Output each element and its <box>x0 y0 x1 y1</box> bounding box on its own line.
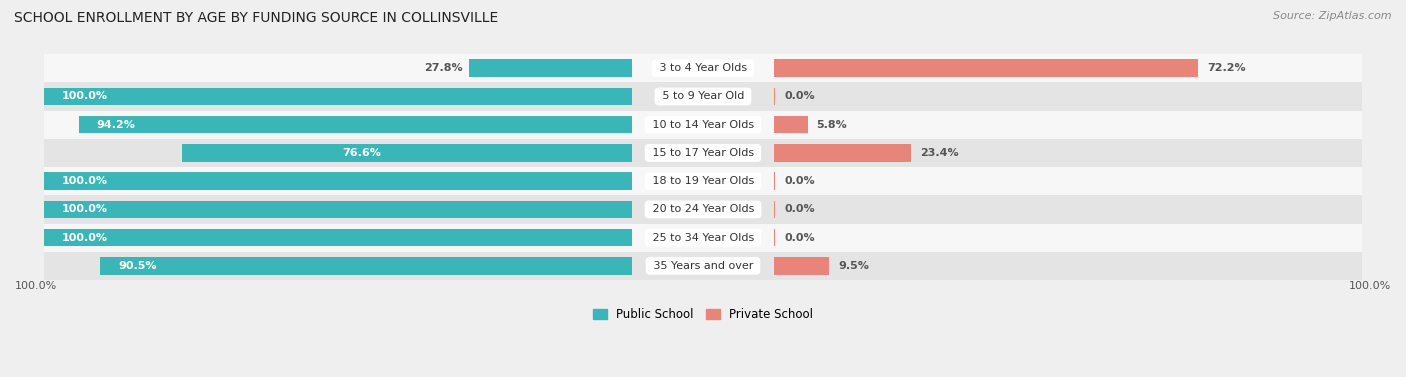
Text: 94.2%: 94.2% <box>96 120 135 130</box>
Text: 5.8%: 5.8% <box>817 120 848 130</box>
Text: 100.0%: 100.0% <box>62 204 108 215</box>
Bar <box>45 82 1361 110</box>
Text: 72.2%: 72.2% <box>1206 63 1246 73</box>
Bar <box>773 172 775 190</box>
Bar <box>45 172 633 190</box>
Bar <box>181 144 633 162</box>
Bar <box>773 88 775 105</box>
Text: 100.0%: 100.0% <box>62 92 108 101</box>
Bar <box>45 229 633 247</box>
Text: Source: ZipAtlas.com: Source: ZipAtlas.com <box>1274 11 1392 21</box>
Text: 76.6%: 76.6% <box>343 148 381 158</box>
Bar <box>45 224 1361 252</box>
Text: 10 to 14 Year Olds: 10 to 14 Year Olds <box>648 120 758 130</box>
Bar <box>45 201 633 218</box>
Bar <box>773 257 830 274</box>
Text: 27.8%: 27.8% <box>425 63 463 73</box>
Bar <box>773 144 911 162</box>
Text: 90.5%: 90.5% <box>118 261 156 271</box>
Text: 100.0%: 100.0% <box>62 233 108 243</box>
Text: 0.0%: 0.0% <box>785 92 814 101</box>
Bar <box>45 195 1361 224</box>
Text: SCHOOL ENROLLMENT BY AGE BY FUNDING SOURCE IN COLLINSVILLE: SCHOOL ENROLLMENT BY AGE BY FUNDING SOUR… <box>14 11 498 25</box>
Text: 5 to 9 Year Old: 5 to 9 Year Old <box>658 92 748 101</box>
Text: 100.0%: 100.0% <box>1348 281 1391 291</box>
Text: 20 to 24 Year Olds: 20 to 24 Year Olds <box>648 204 758 215</box>
Bar <box>45 167 1361 195</box>
Text: 18 to 19 Year Olds: 18 to 19 Year Olds <box>648 176 758 186</box>
Bar <box>773 229 775 247</box>
Text: 9.5%: 9.5% <box>838 261 869 271</box>
Bar <box>79 116 633 133</box>
Bar <box>45 139 1361 167</box>
Legend: Public School, Private School: Public School, Private School <box>588 303 818 326</box>
Bar <box>45 88 633 105</box>
Bar <box>773 60 1198 77</box>
Bar <box>100 257 633 274</box>
Bar <box>45 54 1361 82</box>
Text: 100.0%: 100.0% <box>62 176 108 186</box>
Bar <box>45 252 1361 280</box>
Text: 15 to 17 Year Olds: 15 to 17 Year Olds <box>648 148 758 158</box>
Text: 23.4%: 23.4% <box>920 148 959 158</box>
Bar <box>45 110 1361 139</box>
Text: 0.0%: 0.0% <box>785 176 814 186</box>
Text: 25 to 34 Year Olds: 25 to 34 Year Olds <box>648 233 758 243</box>
Text: 3 to 4 Year Olds: 3 to 4 Year Olds <box>655 63 751 73</box>
Bar <box>773 116 807 133</box>
Bar <box>773 201 775 218</box>
Text: 100.0%: 100.0% <box>15 281 58 291</box>
Bar <box>470 60 633 77</box>
Text: 35 Years and over: 35 Years and over <box>650 261 756 271</box>
Text: 0.0%: 0.0% <box>785 204 814 215</box>
Text: 0.0%: 0.0% <box>785 233 814 243</box>
